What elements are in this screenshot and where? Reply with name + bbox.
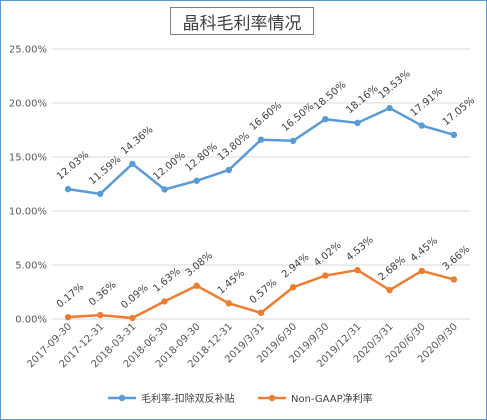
y-tick-label: 20.00% [9, 99, 47, 110]
data-point [97, 190, 104, 198]
data-point [354, 119, 361, 127]
y-tick-label: 15.00% [9, 153, 47, 164]
y-tick-label: 25.00% [9, 45, 47, 56]
data-point [97, 311, 104, 319]
legend-entry: Non-GAAP净利率 [291, 392, 373, 405]
legend-entry: 毛利率-扣除双反补贴 [141, 392, 235, 405]
data-point [225, 166, 233, 174]
data-point [193, 282, 200, 289]
data-label: 11.59% [87, 154, 123, 187]
data-point [450, 131, 458, 139]
data-point [322, 272, 329, 279]
data-point [64, 313, 72, 321]
data-point [161, 298, 168, 305]
data-label: 3.66% [441, 244, 472, 273]
chart-title: 晶科毛利率情况 [170, 7, 314, 35]
data-point [64, 185, 72, 193]
data-point [418, 122, 425, 129]
data-point [129, 314, 136, 322]
data-label: 0.36% [87, 280, 118, 309]
data-label: 16.60% [248, 100, 284, 133]
data-label: 2.94% [280, 252, 311, 281]
y-tick-label: 0.00% [15, 315, 47, 326]
data-label: 17.91% [409, 86, 445, 119]
data-label: 17.05% [441, 95, 477, 128]
legend: 毛利率-扣除双反补贴 Non-GAAP净利率 [108, 392, 373, 405]
data-point [418, 267, 425, 275]
data-label: 13.80% [216, 130, 252, 163]
data-label: 1.45% [216, 268, 247, 297]
data-label: 0.09% [119, 282, 150, 311]
y-axis-ticks: 0.00% 5.00% 10.00% 15.00% 20.00% 25.00% [9, 45, 47, 326]
series-group: 12.03%11.59%14.36%12.00%12.80%13.80%16.6… [55, 68, 477, 322]
data-point [129, 160, 136, 168]
x-axis-ticks: 2017-09-302017-12-312018-03-312018-06-30… [25, 321, 460, 370]
data-label: 12.80% [184, 141, 220, 174]
data-point [225, 300, 233, 307]
data-label: 12.03% [55, 149, 91, 182]
data-label: 2.68% [376, 254, 407, 283]
data-point [450, 276, 458, 283]
data-point [386, 104, 393, 112]
data-label: 19.53% [376, 68, 412, 101]
legend-marker [118, 394, 126, 402]
data-label: 14.36% [119, 124, 155, 157]
data-label: 4.53% [344, 235, 375, 264]
data-point [193, 177, 200, 184]
data-point [257, 136, 265, 143]
data-label: 4.45% [409, 235, 440, 264]
legend-marker [268, 394, 276, 402]
data-point [322, 116, 329, 123]
data-point [161, 186, 168, 193]
gridlines [52, 48, 470, 320]
data-label: 1.63% [151, 266, 182, 295]
y-tick-label: 5.00% [15, 261, 47, 272]
y-tick-label: 10.00% [9, 207, 47, 218]
data-label: 18.16% [344, 83, 380, 116]
data-point [386, 286, 393, 294]
data-point [289, 284, 297, 291]
data-point [289, 137, 297, 144]
data-point [354, 266, 361, 274]
data-label: 12.00% [151, 150, 187, 183]
data-label: 0.17% [55, 282, 86, 311]
data-point [257, 309, 265, 317]
